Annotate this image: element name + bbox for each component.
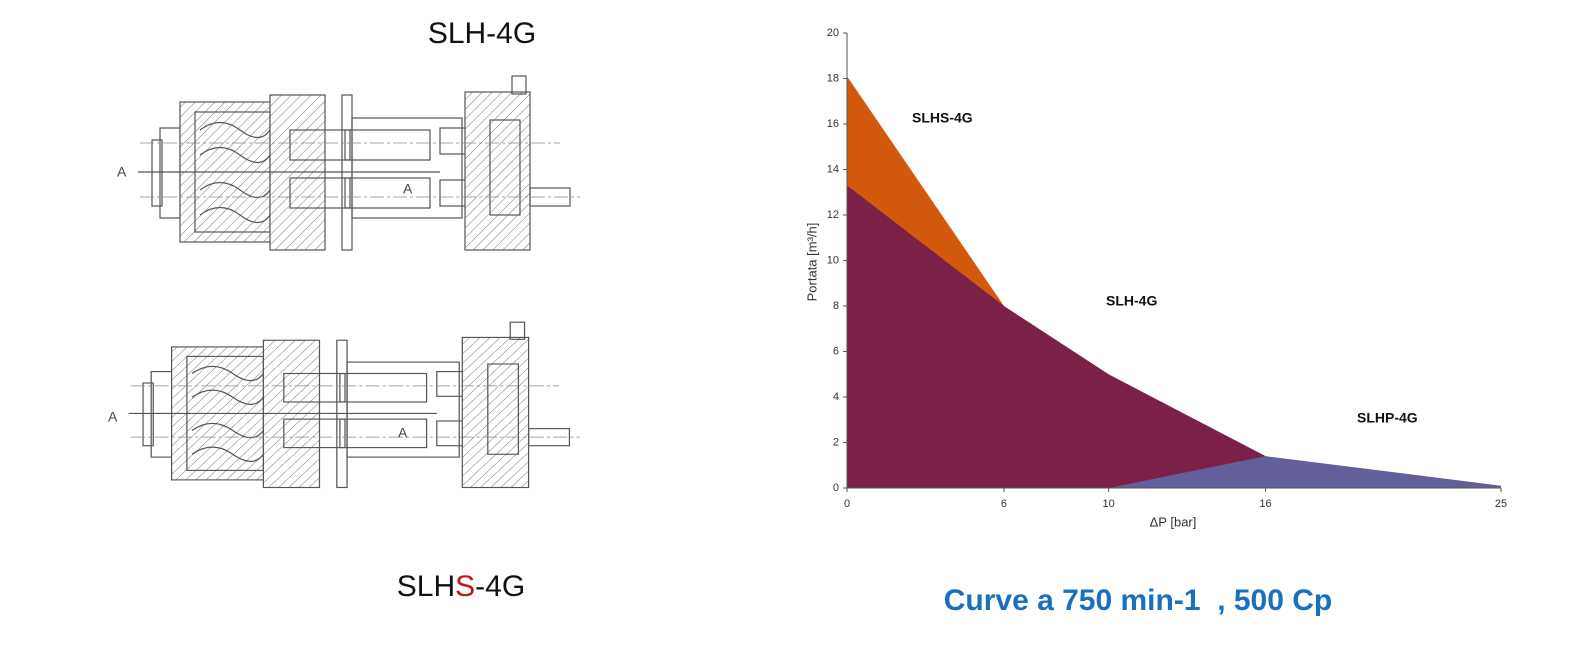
series-label: SLHS-4G xyxy=(912,110,973,126)
y-tick-label: 2 xyxy=(833,436,839,448)
pump-drawing xyxy=(137,75,581,251)
plot: SLHS-4G SLH-4G SLHP-4G 0 2 4 6 8 10 12 14 16 18 20 0 6 1… xyxy=(827,27,1507,510)
x-tick-label: 25 xyxy=(1495,498,1507,510)
drawing-label: SLHS-4G xyxy=(397,570,525,603)
label-part: -4G xyxy=(475,570,525,603)
x-tick-label: 10 xyxy=(1102,498,1114,510)
x-tick-label: 0 xyxy=(844,498,850,510)
chart-caption: Curve a 750 min-1 , 500 Cp xyxy=(944,584,1333,617)
y-tick-label: 8 xyxy=(833,300,839,312)
y-axis-label: Portata [m³/h] xyxy=(804,223,819,302)
label-part: S xyxy=(455,570,475,603)
section-mark: A xyxy=(108,409,118,425)
label-part: SLH xyxy=(397,570,455,603)
x-tick-label: 16 xyxy=(1259,498,1271,510)
y-tick-label: 14 xyxy=(827,163,839,175)
section-mark: A xyxy=(403,181,413,197)
area xyxy=(847,185,1266,489)
y-tick-label: 4 xyxy=(833,391,839,403)
y-tick-label: 10 xyxy=(827,254,839,266)
y-tick-label: 6 xyxy=(833,345,839,357)
section-mark: A xyxy=(117,164,127,180)
pump-drawing xyxy=(128,321,581,489)
y-tick-label: 18 xyxy=(827,72,839,84)
x-axis-label: ΔP [bar] xyxy=(1150,514,1197,529)
series-label: SLH-4G xyxy=(1106,293,1157,309)
y-tick-label: 20 xyxy=(827,27,839,39)
x-tick-label: 6 xyxy=(1001,498,1007,510)
series-label: SLHP-4G xyxy=(1357,410,1418,426)
drawing-label: SLH-4G xyxy=(428,17,536,50)
area xyxy=(1108,456,1501,488)
y-tick-label: 12 xyxy=(827,209,839,221)
y-tick-label: 16 xyxy=(827,118,839,130)
section-mark: A xyxy=(398,425,408,441)
y-tick-label: 0 xyxy=(833,482,839,494)
